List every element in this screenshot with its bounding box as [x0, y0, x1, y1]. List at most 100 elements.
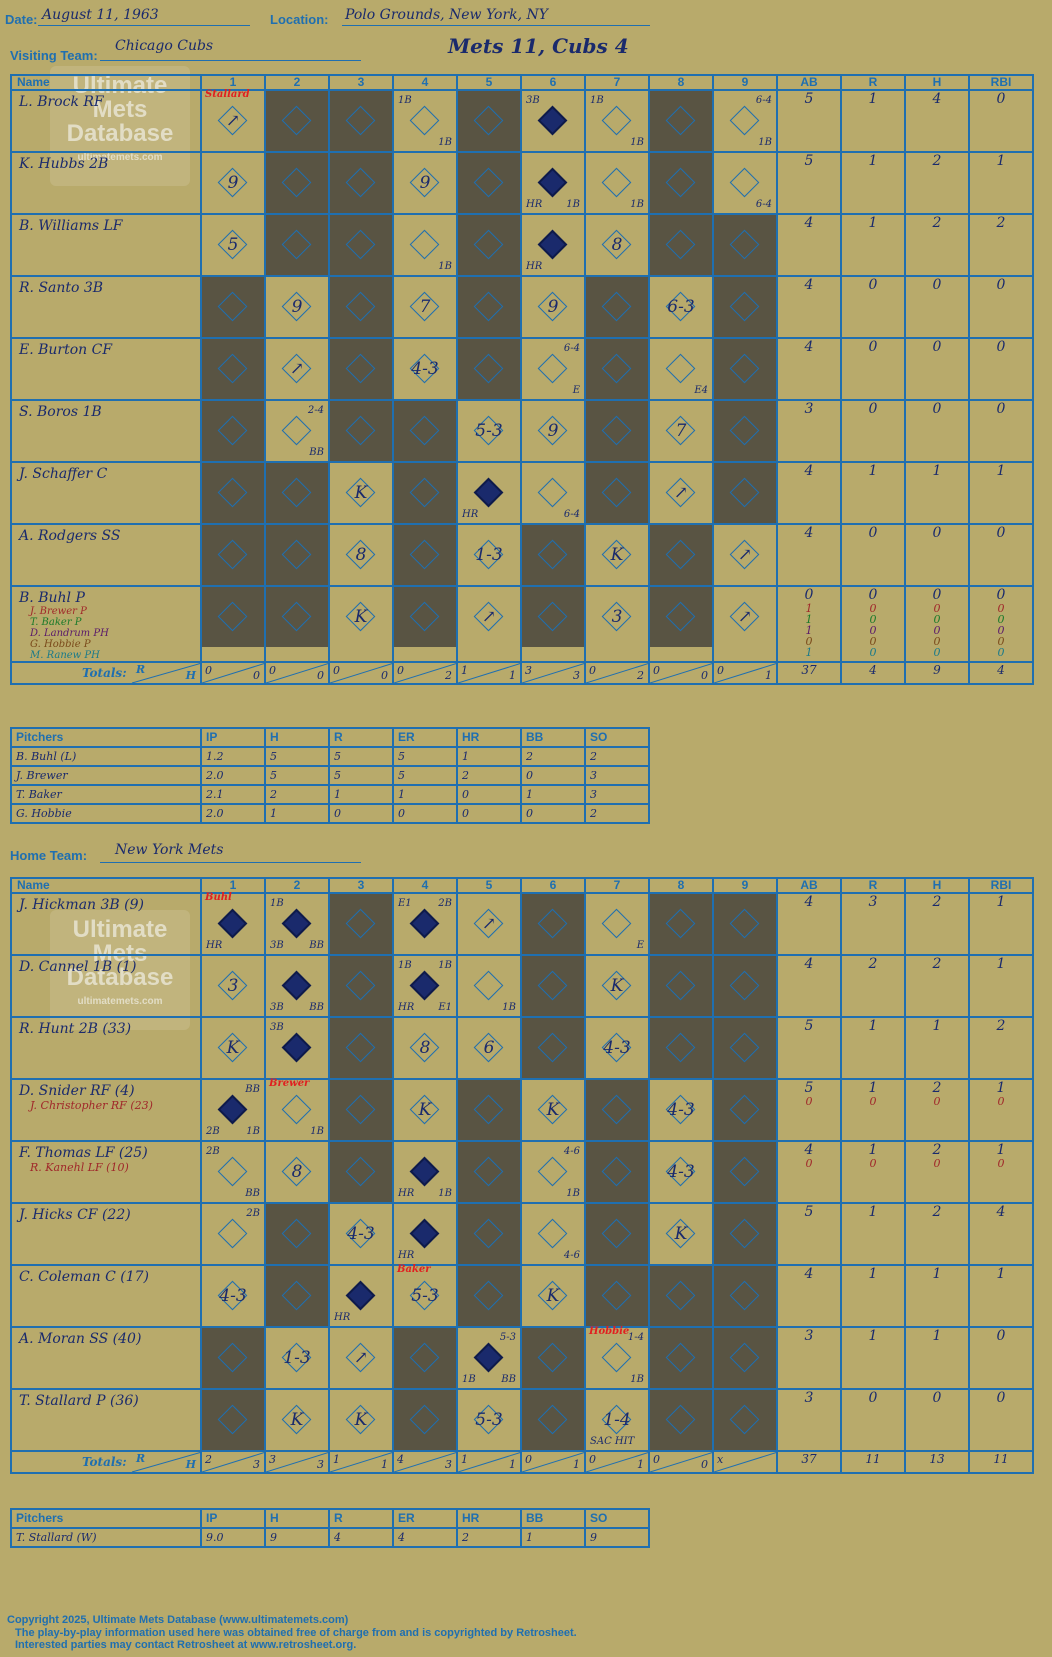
at-bat-box — [522, 956, 584, 1016]
stat-value: 1 — [996, 463, 1006, 479]
play-notation: 6-4 — [755, 95, 772, 106]
stat-value: 4 — [804, 215, 814, 231]
name-header: Name — [10, 877, 202, 894]
at-bat-cell: 6-4 E — [520, 337, 586, 401]
at-bat-box: 4-6 1B — [522, 1142, 584, 1202]
diamond-icon — [601, 908, 632, 939]
at-bat-box — [522, 1328, 584, 1388]
at-bat-cell — [584, 461, 650, 525]
at-bat-cell: HR — [520, 213, 586, 277]
at-bat-cell — [520, 1326, 586, 1390]
at-bat-cell — [392, 585, 458, 663]
at-bat-cell — [712, 337, 778, 401]
diamond-icon — [537, 353, 568, 384]
play-notation: 9 — [291, 297, 303, 317]
diamond-icon — [729, 908, 760, 939]
at-bat-box — [714, 1142, 776, 1202]
at-bat-box: 6-4 — [714, 153, 776, 213]
at-bat-cell: 3B — [264, 1016, 330, 1080]
diamond-icon — [281, 908, 312, 939]
play-notation: 4-3 — [667, 1162, 695, 1182]
at-bat-box: 1-4 1B Hobbie — [586, 1326, 648, 1388]
diamond-icon — [601, 415, 632, 446]
stat-value: 4 — [804, 277, 814, 293]
pitcher-stat-header: HR — [456, 727, 522, 748]
at-bat-cell — [392, 523, 458, 587]
at-bat-cell — [712, 1202, 778, 1266]
at-bat-cell: 9 — [264, 275, 330, 339]
diamond-icon — [345, 1156, 376, 1187]
batter-row: K. Hubbs 2B 9 9 HR 1B 1B 6-4 5 1 2 1 — [10, 151, 1034, 215]
play-notation: K — [226, 1038, 240, 1058]
play-notation: 3B — [270, 940, 284, 951]
diamond-icon — [729, 353, 760, 384]
at-bat-box: 4-3 — [330, 1204, 392, 1264]
pitcher-stat: 1 — [392, 784, 458, 805]
at-bat-cell: 6-4 1B — [712, 89, 778, 153]
diamond-icon — [665, 539, 696, 570]
inning-runs: 0 — [717, 664, 724, 677]
inning-hits: 1 — [509, 669, 516, 682]
pitcher-row: T. Baker 2.1 2 1 1 0 1 3 — [10, 784, 650, 805]
at-bat-box — [650, 587, 712, 647]
at-bat-cell — [712, 213, 778, 277]
at-bat-cell — [328, 892, 394, 956]
batter-stat: 0 — [840, 523, 906, 587]
stat-value: 3 — [804, 1390, 814, 1406]
sub-stat-value: 0 — [869, 646, 877, 659]
at-bat-cell: E1 2B — [392, 892, 458, 956]
sub-stat-value: 0 — [933, 646, 941, 659]
batter-name: S. Boros 1B — [19, 404, 102, 420]
inning-hits: 0 — [381, 669, 388, 682]
at-bat-cell: 4-3 — [200, 1264, 266, 1328]
diamond-icon — [473, 167, 504, 198]
at-bat-box: 6-3 — [650, 277, 712, 337]
batter-cell: S. Boros 1B — [10, 399, 202, 463]
batter-stat: 0 — [904, 399, 970, 463]
at-bat-cell — [648, 89, 714, 153]
at-bat-box — [266, 463, 328, 523]
at-bat-box — [714, 1390, 776, 1450]
inning-header: 3 — [328, 877, 394, 894]
at-bat-cell — [584, 399, 650, 463]
diamond-icon — [537, 1218, 568, 1249]
at-bat-box: ↗ — [458, 894, 520, 954]
diamond-icon — [665, 1342, 696, 1373]
at-bat-cell — [712, 1140, 778, 1204]
at-bat-box — [650, 91, 712, 151]
stat-value: 2 — [932, 1142, 942, 1158]
pitcher-stat: 5 — [328, 746, 394, 767]
at-bat-cell: 5-3 — [456, 1388, 522, 1452]
diamond-icon — [665, 1404, 696, 1435]
pitcher-stat: 3 — [584, 765, 650, 786]
batter-stat: 2 — [904, 892, 970, 956]
inning-header: 5 — [456, 74, 522, 91]
play-notation: 3 — [611, 607, 623, 627]
batter-cell: A. Moran SS (40) — [10, 1326, 202, 1390]
at-bat-box: BB 2B 1B — [202, 1080, 264, 1140]
stat-value: 0 — [932, 277, 942, 293]
play-notation: HR — [334, 1312, 351, 1323]
at-bat-box: K — [202, 1018, 264, 1078]
stat-value: 0 — [932, 525, 942, 541]
at-bat-cell: 5-3 1B BB — [456, 1326, 522, 1390]
at-bat-cell — [584, 1140, 650, 1204]
stat-value: 0 — [804, 587, 814, 603]
at-bat-cell: 2B BB — [200, 1140, 266, 1204]
pitcher-name: G. Hobbie — [10, 803, 202, 824]
play-notation: BB — [245, 1084, 260, 1095]
batter-stat: 0 — [968, 523, 1034, 587]
diamond-icon — [409, 1342, 440, 1373]
at-bat-cell: 1-4 SAC HIT — [584, 1388, 650, 1452]
sub-stat-value: 0 — [933, 624, 941, 637]
batter-cell: B. Buhl P J. Brewer P T. Baker P D. Landrum… — [10, 585, 202, 663]
batter-cell: J. Schaffer C — [10, 461, 202, 525]
at-bat-cell — [648, 1016, 714, 1080]
at-bat-box: ↗ — [714, 587, 776, 647]
